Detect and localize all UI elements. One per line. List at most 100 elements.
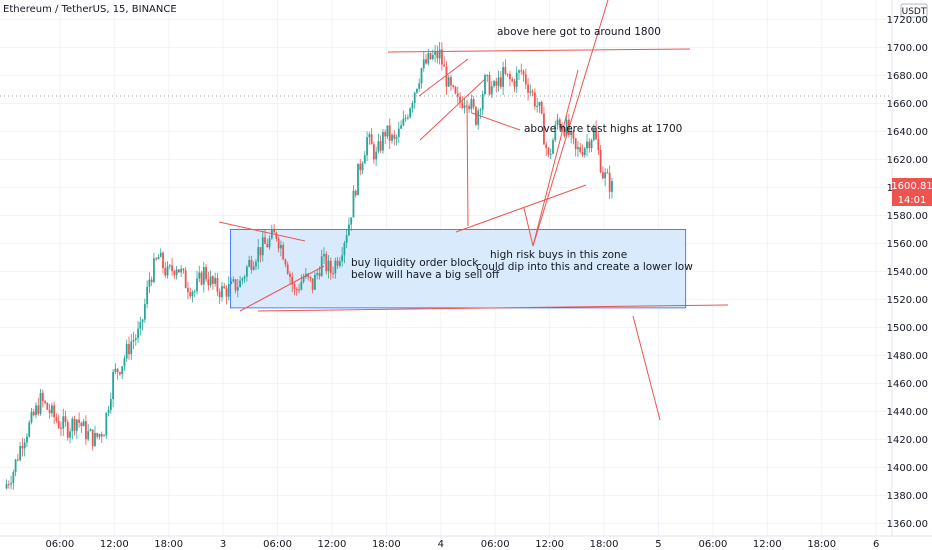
candle-body: [69, 431, 71, 438]
y-tick-label: 1620.00: [887, 155, 928, 166]
candle-body: [162, 252, 164, 269]
countdown-badge: [892, 193, 932, 206]
candle-body: [323, 253, 325, 257]
candle-body: [402, 118, 405, 126]
candle-body: [103, 435, 105, 437]
candle-body: [434, 50, 436, 55]
vertical-drop-line: [466, 99, 469, 227]
projection-line-dip: [523, 207, 534, 247]
candle-body: [14, 459, 17, 473]
y-tick-label: 1480.00: [887, 351, 928, 362]
candle-body: [497, 77, 500, 86]
flag-upper-line: [471, 112, 521, 131]
candle-body: [218, 291, 221, 298]
y-tick-label: 1380.00: [887, 491, 928, 502]
candle-body: [295, 289, 298, 291]
last-price-label: 1600.81: [891, 181, 932, 192]
candle-body: [125, 344, 128, 359]
x-tick-label: 18:00: [807, 539, 836, 550]
candle-body: [121, 366, 124, 375]
candle-body: [386, 125, 389, 137]
candle-body: [184, 270, 187, 289]
x-tick-label: 5: [655, 539, 661, 550]
candle-body: [255, 261, 257, 267]
candle-body: [134, 338, 137, 340]
candle-body: [531, 91, 534, 93]
candle-body: [216, 277, 219, 292]
candle-body: [515, 72, 518, 87]
candle-body: [37, 405, 40, 414]
y-tick-label: 1500.00: [887, 323, 928, 334]
candle-body: [196, 278, 198, 292]
candle-body: [10, 483, 12, 485]
annotation-sell-off: below will have a big sell off: [351, 269, 500, 281]
currency-badge[interactable]: [900, 3, 928, 18]
candle-body: [538, 102, 541, 106]
candle-body: [132, 339, 135, 342]
candle-body: [44, 401, 46, 403]
y-tick-label: 1660.00: [887, 99, 928, 110]
candle-body: [318, 272, 321, 277]
candle-body: [599, 149, 602, 173]
candle-body: [354, 190, 357, 196]
candle-body: [293, 284, 296, 290]
candle-body: [341, 255, 344, 262]
candle-body: [529, 91, 532, 93]
candle-body: [5, 484, 8, 489]
candle-body: [175, 269, 178, 276]
annotation-lower-low: could dip into this and create a lower l…: [476, 261, 693, 273]
candle-body: [268, 238, 271, 248]
candle-body: [311, 278, 314, 290]
candle-body: [57, 420, 60, 428]
candle-body: [518, 70, 520, 73]
candle-body: [55, 417, 58, 421]
candle-body: [26, 436, 28, 443]
candle-body: [429, 53, 432, 60]
candle-body: [75, 419, 78, 431]
candles: [5, 41, 613, 490]
y-tick-label: 1540.00: [887, 267, 928, 278]
resistance-line-1700: [387, 48, 691, 53]
projection-line-test-highs: [532, 69, 579, 247]
candle-body: [422, 59, 425, 69]
candle-body: [443, 64, 446, 67]
candle-body: [397, 128, 400, 137]
y-tick-label: 1420.00: [887, 435, 928, 446]
candle-body: [572, 131, 575, 139]
candle-body: [302, 277, 305, 282]
candle-body: [601, 172, 604, 179]
candle-body: [107, 410, 110, 413]
candle-body: [148, 279, 151, 287]
candle-body: [19, 446, 22, 461]
candle-body: [202, 267, 205, 285]
candle-body: [316, 272, 319, 275]
price-scale[interactable]: [892, 0, 932, 550]
order-block-zone: [229, 229, 687, 309]
candle-body: [85, 421, 87, 440]
annotation-high-risk: high risk buys in this zone: [490, 249, 627, 261]
candle-body: [241, 278, 244, 281]
candle-body: [98, 434, 101, 437]
candle-body: [490, 86, 493, 95]
candle-body: [561, 127, 563, 130]
candle-body: [66, 422, 69, 438]
candle-body: [282, 244, 285, 260]
candle-body: [570, 131, 573, 136]
candle-body: [431, 54, 434, 60]
candle-body: [577, 147, 579, 150]
candle-body: [150, 279, 153, 283]
candle-body: [100, 434, 103, 437]
candle-body: [35, 405, 37, 416]
candle-body: [171, 265, 173, 272]
candle-body: [153, 258, 155, 283]
candle-body: [189, 292, 192, 297]
candle-body: [187, 288, 189, 293]
candle-body: [28, 422, 31, 437]
candle-body: [87, 431, 90, 440]
candle-body: [32, 411, 35, 416]
chart-title: Ethereum / TetherUS, 15, BINANCE: [3, 4, 177, 15]
candle-body: [493, 81, 495, 87]
candle-body: [314, 274, 316, 290]
candle-body: [406, 117, 409, 119]
